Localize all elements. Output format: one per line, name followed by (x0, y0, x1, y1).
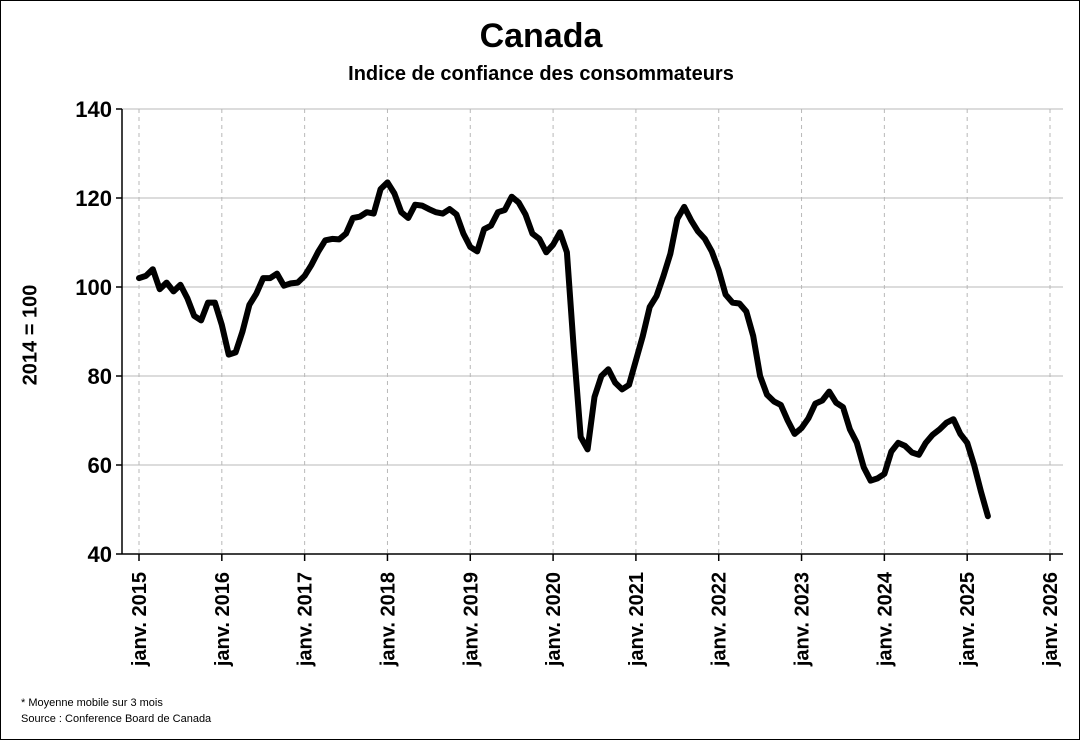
x-tick-label: janv. 2023 (792, 572, 814, 667)
x-tick-label: janv. 2021 (626, 572, 648, 667)
x-tick-label: janv. 2026 (1040, 572, 1062, 667)
x-tick-label: janv. 2018 (377, 572, 399, 667)
y-tick-label: 100 (75, 275, 112, 300)
x-tick-label: janv. 2016 (212, 572, 234, 667)
y-tick-label: 60 (88, 453, 112, 478)
footnote-moving-average: * Moyenne mobile sur 3 mois (21, 697, 163, 709)
tick-labels: 40 60 80 100 120 140 janv. 2015 janv. 2016 janv.… (75, 97, 1062, 667)
x-tick-label: janv. 2022 (709, 572, 731, 667)
footnote-source: Source : Conference Board de Canada (21, 713, 212, 725)
chart-subtitle: Indice de confiance des consommateurs (348, 63, 734, 85)
y-tick-label: 40 (88, 542, 112, 567)
y-tick-label: 80 (88, 364, 112, 389)
x-tick-label: janv. 2025 (957, 572, 979, 667)
x-tick-label: janv. 2020 (543, 572, 565, 667)
chart-title: Canada (479, 17, 603, 55)
series-group (136, 179, 991, 520)
x-tick-label: janv. 2024 (874, 571, 896, 667)
y-tick-label: 120 (75, 186, 112, 211)
x-tick-label: janv. 2017 (295, 572, 317, 667)
grid-lines (122, 108, 1063, 554)
x-tick-label: janv. 2019 (460, 572, 482, 667)
y-tick-label: 140 (75, 97, 112, 122)
x-tick-label: janv. 2015 (129, 572, 151, 667)
series-line (136, 179, 991, 520)
axes (116, 108, 1063, 561)
